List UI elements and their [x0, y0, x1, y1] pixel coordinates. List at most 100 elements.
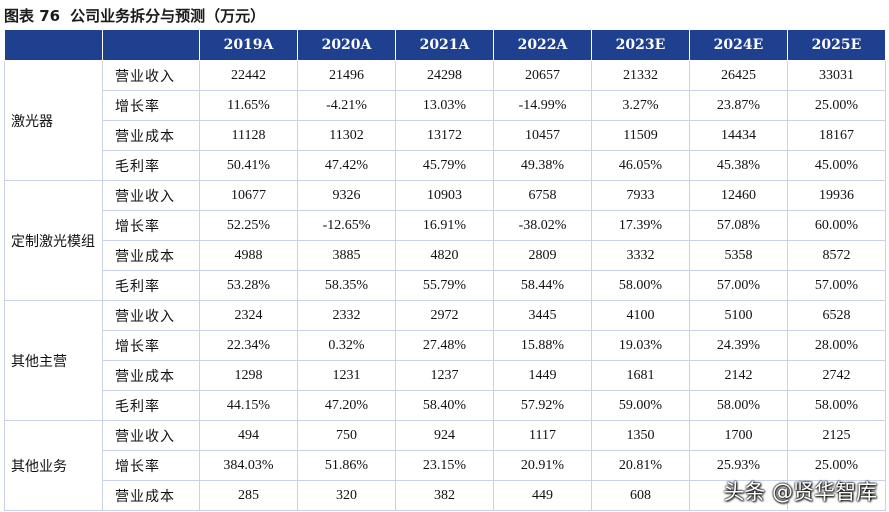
value-cell: 11509	[591, 120, 690, 151]
metric-name: 增长率	[102, 90, 200, 121]
value-cell: 8572	[787, 240, 886, 271]
value-cell: 2742	[787, 360, 886, 391]
value-cell: 21496	[297, 60, 396, 91]
figure-number: 图表 76	[4, 7, 61, 25]
value-cell: 25.93%	[689, 450, 788, 481]
value-cell: -4.21%	[297, 90, 396, 121]
value-cell: 60.00%	[787, 210, 886, 241]
metric-name: 营业成本	[102, 480, 200, 511]
value-cell: 52.25%	[199, 210, 298, 241]
value-cell: 58.00%	[787, 390, 886, 421]
value-cell: 4820	[395, 240, 494, 271]
value-cell: 18167	[787, 120, 886, 151]
value-cell: 2125	[787, 420, 886, 451]
value-cell: 58.44%	[493, 270, 592, 301]
value-cell: 1350	[591, 420, 690, 451]
segment-name: 定制激光模组	[4, 180, 103, 301]
value-cell: 0.32%	[297, 330, 396, 361]
value-cell	[689, 480, 788, 511]
value-cell: 1449	[493, 360, 592, 391]
metric-name: 营业收入	[102, 60, 200, 91]
value-cell: 4988	[199, 240, 298, 271]
table-row: 营业成本 4988 3885 4820 2809 3332 5358 8572	[5, 240, 886, 271]
value-cell: 50.41%	[199, 150, 298, 181]
value-cell: -14.99%	[493, 90, 592, 121]
value-cell: 10457	[493, 120, 592, 151]
value-cell: 51.86%	[297, 450, 396, 481]
value-cell: 45.00%	[787, 150, 886, 181]
table-row: 增长率 11.65% -4.21% 13.03% -14.99% 3.27% 23.87% 2…	[5, 90, 886, 121]
year-header: 2023E	[591, 29, 690, 61]
value-cell: 46.05%	[591, 150, 690, 181]
value-cell: 1681	[591, 360, 690, 391]
value-cell: 44.15%	[199, 390, 298, 421]
year-header: 2025E	[787, 29, 886, 61]
value-cell: 320	[297, 480, 396, 511]
value-cell: 47.42%	[297, 150, 396, 181]
value-cell: 10677	[199, 180, 298, 211]
value-cell: 58.00%	[591, 270, 690, 301]
value-cell: 57.92%	[493, 390, 592, 421]
watermark: 头条 @贤华智库	[723, 480, 877, 504]
value-cell: 10903	[395, 180, 494, 211]
table-row: 营业成本 1298 1231 1237 1449 1681 2142 2742	[5, 360, 886, 391]
metric-name: 营业收入	[102, 300, 200, 331]
value-cell: 25.00%	[787, 90, 886, 121]
value-cell: 57.00%	[787, 270, 886, 301]
value-cell: 20657	[493, 60, 592, 91]
value-cell: 28.00%	[787, 330, 886, 361]
metric-name: 增长率	[102, 210, 200, 241]
value-cell: 2142	[689, 360, 788, 391]
table-row: 增长率 22.34% 0.32% 27.48% 15.88% 19.03% 24.39% 28…	[5, 330, 886, 361]
value-cell: -12.65%	[297, 210, 396, 241]
value-cell: 25.00%	[787, 450, 886, 481]
value-cell: 5358	[689, 240, 788, 271]
value-cell: 608	[591, 480, 690, 511]
segment-name: 其他业务	[4, 420, 103, 511]
table-row: 激光器 营业收入 22442 21496 24298 20657 21332 26425 330…	[4, 60, 886, 181]
figure-title: 图表 76 公司业务拆分与预测（万元）	[4, 4, 265, 28]
value-cell: 21332	[591, 60, 690, 91]
value-cell: 1237	[395, 360, 494, 391]
metric-name: 毛利率	[102, 270, 200, 301]
value-cell: 3332	[591, 240, 690, 271]
header-blank	[102, 29, 200, 61]
metric-name: 增长率	[102, 330, 200, 361]
table-row: 营业成本 11128 11302 13172 10457 11509 14434 18167	[5, 120, 886, 151]
metric-name: 毛利率	[102, 390, 200, 421]
metric-name: 增长率	[102, 450, 200, 481]
header-row: 2019A 2020A 2021A 2022A 2023E 2024E 2025E	[4, 29, 886, 61]
segment-name: 其他主营	[4, 300, 103, 421]
value-cell: 47.20%	[297, 390, 396, 421]
header-blank	[4, 29, 103, 61]
value-cell: 24.39%	[689, 330, 788, 361]
value-cell: 23.15%	[395, 450, 494, 481]
metric-name: 营业成本	[102, 360, 200, 391]
value-cell: 3885	[297, 240, 396, 271]
value-cell: 382	[395, 480, 494, 511]
value-cell: 57.00%	[689, 270, 788, 301]
value-cell: 5100	[689, 300, 788, 331]
value-cell: 33031	[787, 60, 886, 91]
value-cell: 2332	[297, 300, 396, 331]
value-cell: 13172	[395, 120, 494, 151]
value-cell: 58.00%	[689, 390, 788, 421]
value-cell: 20.81%	[591, 450, 690, 481]
value-cell: 45.38%	[689, 150, 788, 181]
year-header: 2021A	[395, 29, 494, 61]
value-cell: 9326	[297, 180, 396, 211]
value-cell: 924	[395, 420, 494, 451]
table-row: 其他主营 营业收入 2324 2332 2972 3445 4100 5100 6528	[4, 300, 886, 421]
value-cell: 12460	[689, 180, 788, 211]
value-cell: 2324	[199, 300, 298, 331]
segment-name: 激光器	[4, 60, 103, 181]
value-cell: 1298	[199, 360, 298, 391]
value-cell: 3.27%	[591, 90, 690, 121]
table-row: 营业成本 285 320 382 449 608	[5, 480, 886, 511]
value-cell: 7933	[591, 180, 690, 211]
value-cell: 494	[199, 420, 298, 451]
value-cell: 17.39%	[591, 210, 690, 241]
table-row: 毛利率 44.15% 47.20% 58.40% 57.92% 59.00% 58.00% 5…	[5, 390, 886, 421]
value-cell: 57.08%	[689, 210, 788, 241]
value-cell: 4100	[591, 300, 690, 331]
